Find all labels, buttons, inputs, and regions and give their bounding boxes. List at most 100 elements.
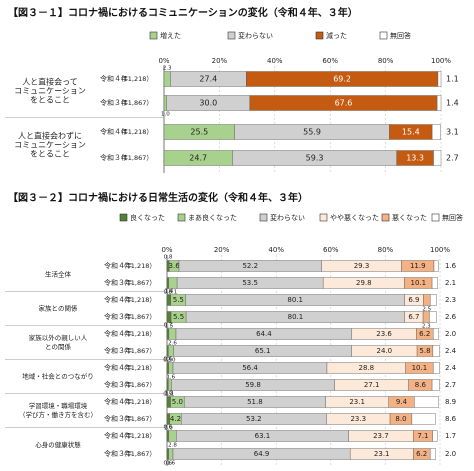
group-label: 人と直接会わずに — [18, 131, 82, 141]
data-label: 9.4 — [396, 398, 408, 406]
bar-segment — [422, 311, 430, 323]
data-label: 15.4 — [402, 128, 420, 137]
data-label: 13.3 — [406, 154, 424, 163]
bar-segment — [411, 413, 436, 425]
bar-segment — [166, 311, 172, 323]
group-label: 生活全体 — [45, 270, 72, 279]
data-label: 56.4 — [242, 364, 258, 372]
data-label: 30.0 — [199, 99, 217, 108]
data-label: 59.8 — [245, 381, 261, 389]
legend-swatch — [259, 213, 268, 222]
row-year-label: 令和４年 — [104, 397, 132, 406]
data-label: 59.3 — [306, 154, 324, 163]
data-label: 64.4 — [256, 330, 272, 338]
data-label: 69.2 — [333, 75, 351, 84]
row-year-label: 令和３年 — [100, 153, 128, 162]
data-label: 80.1 — [287, 296, 303, 304]
x-tick-label: 40% — [267, 57, 283, 65]
data-label: 6.7 — [408, 313, 419, 321]
legend-swatch — [379, 31, 388, 40]
bar-segment — [432, 362, 440, 374]
group-label: との関係 — [45, 342, 71, 351]
bar-segment — [166, 448, 169, 460]
data-label: 0.5 — [163, 358, 172, 364]
group-label: 家族以外の親しい人 — [29, 333, 88, 342]
bar-segment — [429, 294, 437, 306]
bar-segment — [431, 277, 439, 289]
bar-segment — [168, 345, 175, 357]
data-label: 11.9 — [410, 262, 426, 270]
data-label: 1.0 — [164, 426, 173, 432]
data-label: 80.1 — [288, 313, 304, 321]
row-sample-size: （11,218） — [120, 364, 156, 372]
data-label: 6.2 — [416, 450, 427, 458]
bar-segment — [432, 345, 440, 357]
data-label: 2.7 — [446, 154, 459, 163]
legend-label: 変わらない — [270, 213, 305, 222]
bar-segment — [166, 345, 169, 357]
data-label: 2.3 — [422, 324, 431, 330]
bar-segment — [423, 294, 431, 306]
data-label: 7.1 — [417, 432, 428, 440]
data-label: 52.2 — [242, 262, 258, 270]
group-label: コミュニケーション — [14, 141, 86, 150]
data-label: 10.1 — [410, 279, 426, 287]
data-label: 1.1 — [446, 75, 459, 84]
data-label: 23.1 — [349, 398, 365, 406]
data-label: 51.8 — [247, 398, 263, 406]
data-label: 4.2 — [170, 415, 181, 423]
data-label: 0.5 — [163, 392, 172, 398]
legend-label: 無回答 — [442, 213, 463, 222]
bar-segment — [431, 379, 440, 391]
data-label: 2.3 — [163, 66, 172, 72]
row-year-label: 令和４年 — [100, 74, 128, 83]
data-label: 25.5 — [190, 128, 208, 137]
group-label: 地域・社会とのつながり — [22, 372, 93, 381]
legend-swatch — [319, 213, 328, 222]
data-label: 0.8 — [164, 255, 173, 261]
bar-segment — [168, 328, 177, 340]
x-tick-label: 0% — [158, 57, 169, 65]
data-label: 6.9 — [408, 296, 419, 304]
bar-segment — [166, 379, 169, 391]
data-label: 2.1 — [445, 279, 456, 287]
data-label: 1.4 — [165, 289, 174, 295]
data-label: 1.6 — [445, 262, 457, 270]
legend-label: 増えた — [160, 31, 181, 40]
row-year-label: 令和４年 — [104, 363, 132, 372]
data-label: 2.7 — [445, 381, 456, 389]
data-label: 3.1 — [446, 128, 459, 137]
bar-segment — [168, 448, 174, 460]
data-label: 28.8 — [358, 364, 374, 372]
data-label: 8.6 — [415, 381, 427, 389]
data-label: 29.8 — [356, 279, 372, 287]
data-label: 55.9 — [303, 128, 321, 137]
bar-segment — [168, 379, 172, 391]
row-sample-size: （11,867） — [120, 450, 156, 458]
bar-segment — [168, 362, 174, 374]
x-tick-label: 20% — [214, 246, 230, 254]
bar-segment — [433, 260, 439, 272]
row-sample-size: （11,867） — [120, 415, 156, 423]
legend-label: 減った — [326, 31, 347, 40]
bar-segment — [429, 311, 437, 323]
row-sample-size: （11,867） — [117, 99, 153, 107]
x-tick-label: 80% — [378, 246, 394, 254]
bar-segment — [437, 71, 442, 87]
legend-swatch — [177, 213, 186, 222]
row-year-label: 令和４年 — [104, 261, 132, 270]
data-label: 53.2 — [246, 415, 262, 423]
data-label: 23.3 — [350, 415, 366, 423]
legend-swatch — [149, 31, 158, 40]
data-label: 2.0 — [445, 330, 456, 338]
row-year-label: 令和３年 — [104, 449, 132, 458]
chart-title: 【図３－２】コロナ禍における日常生活の変化（令和４年、３年） — [8, 191, 308, 204]
group-label: 人と直接会って — [22, 77, 78, 87]
legend-swatch — [119, 213, 128, 222]
row-year-label: 令和３年 — [104, 278, 132, 287]
group-label: コミュニケーション — [14, 87, 86, 96]
data-label: 2.4 — [445, 364, 457, 372]
row-year-label: 令和４年 — [104, 431, 132, 440]
data-label: 0.6 — [163, 425, 172, 431]
